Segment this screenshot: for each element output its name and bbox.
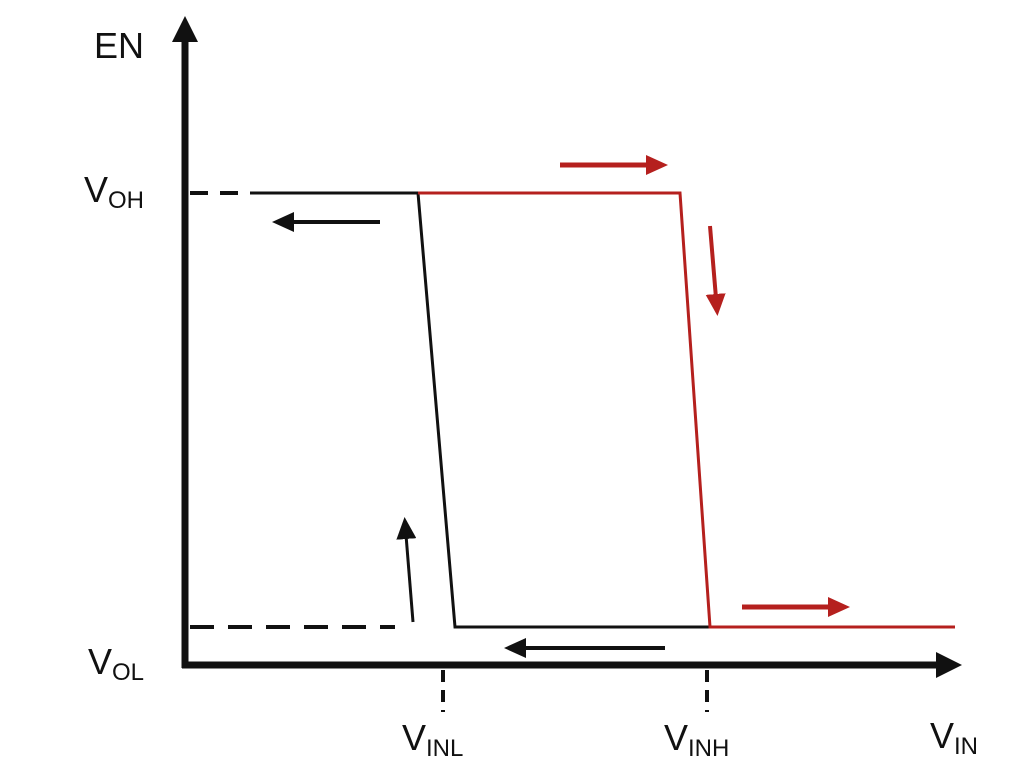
vol-label: VOL — [88, 641, 144, 686]
vinl-label: VINL — [402, 717, 463, 762]
x-axis-label: VIN — [930, 715, 978, 760]
label-main: V — [930, 715, 954, 756]
label-main: V — [402, 717, 426, 758]
label-main: V — [664, 717, 688, 758]
label-sub: OH — [108, 187, 144, 214]
label-sub: IN — [954, 733, 978, 760]
label-sub: INH — [688, 735, 729, 762]
label-sub: OL — [112, 659, 144, 686]
rising-curve — [418, 191, 955, 629]
arrow-up — [396, 517, 417, 623]
falling-curve — [250, 191, 940, 629]
vinh-label: VINH — [664, 717, 729, 762]
voh-label: VOH — [84, 169, 144, 214]
label-main: V — [88, 641, 112, 682]
arrow-down — [705, 225, 726, 316]
y-axis-label: EN — [94, 25, 144, 66]
label-main: V — [84, 169, 108, 210]
label-sub: INL — [426, 735, 463, 762]
